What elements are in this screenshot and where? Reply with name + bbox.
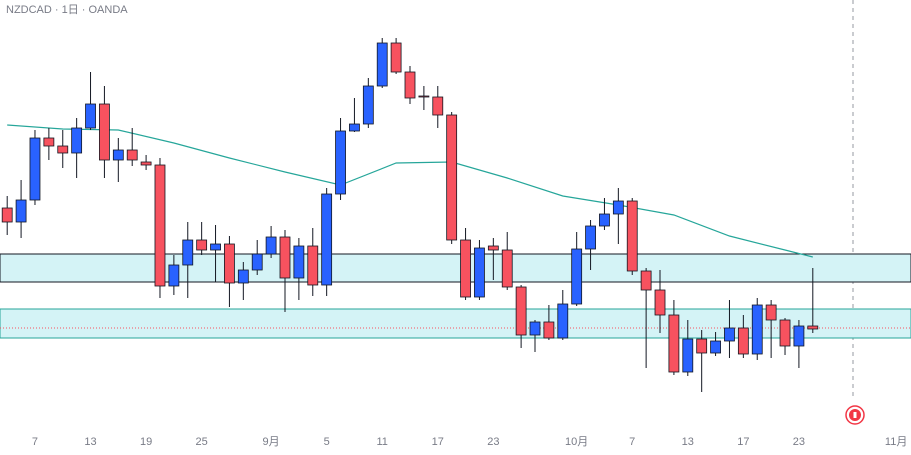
- x-tick-label: 10月: [565, 436, 588, 448]
- x-tick-label: 11月: [885, 436, 907, 448]
- candle-body: [724, 327, 735, 342]
- x-tick-label: 7: [629, 436, 635, 448]
- candle-body: [474, 247, 485, 298]
- candle-body: [751, 304, 763, 355]
- candle-body: [29, 137, 41, 201]
- chart-title: NZDCAD · 1日 · OANDA: [6, 4, 128, 16]
- x-tick-label: 25: [196, 436, 208, 448]
- candle-body: [85, 103, 96, 129]
- candle-body: [696, 338, 708, 354]
- candle-body: [390, 42, 402, 73]
- candle-body: [487, 245, 499, 251]
- candle-body: [404, 71, 416, 99]
- candle-body: [529, 321, 541, 336]
- candle-body: [460, 239, 471, 298]
- x-tick-label: 5: [324, 436, 330, 448]
- candle-body: [99, 103, 110, 161]
- x-tick-label: 11: [377, 436, 388, 448]
- candle-body: [196, 239, 208, 251]
- candle-body: [57, 145, 69, 154]
- candle-body: [432, 96, 444, 116]
- candle-body: [515, 286, 527, 336]
- candle-body: [626, 200, 638, 272]
- candle-body: [140, 161, 152, 166]
- candle-body: [682, 338, 694, 373]
- x-tick-label: 17: [432, 436, 444, 448]
- candle-body: [640, 270, 652, 291]
- candle-body: [571, 248, 583, 305]
- candle-body: [293, 245, 305, 279]
- x-tick-label: 23: [793, 436, 805, 448]
- candle-body: [376, 42, 388, 87]
- zone: [0, 253, 911, 283]
- flag-icon: [845, 405, 865, 425]
- candle-body: [654, 289, 666, 316]
- candle-body: [557, 303, 569, 339]
- candle-body: [362, 85, 374, 125]
- candle-body: [710, 340, 721, 354]
- moving-average: [7, 124, 813, 258]
- x-tick-label: 19: [140, 436, 152, 448]
- candle-body: [15, 199, 27, 223]
- candle-body: [612, 200, 624, 215]
- candle-body: [765, 304, 777, 321]
- candle-body: [585, 225, 596, 250]
- candle-body: [307, 245, 319, 286]
- candle-body: [43, 137, 55, 147]
- candle-body: [224, 243, 235, 284]
- candle-body: [182, 239, 194, 266]
- candle-body: [779, 319, 791, 347]
- candle-body: [418, 95, 430, 98]
- candle-body: [279, 236, 291, 279]
- candle-body: [210, 243, 221, 251]
- x-tick-label: 17: [737, 436, 749, 448]
- candle-body: [501, 249, 513, 288]
- candle-body: [599, 213, 610, 227]
- x-tick-label: 9月: [263, 436, 280, 448]
- candle-body: [543, 321, 555, 339]
- candle-body: [335, 130, 346, 195]
- candle-body: [154, 164, 166, 287]
- x-tick-label: 13: [84, 436, 96, 448]
- candle-body: [1, 207, 13, 223]
- candle-body: [71, 127, 83, 154]
- candle-body: [168, 264, 180, 287]
- x-tick-label: 23: [487, 436, 499, 448]
- candle-body: [112, 149, 124, 161]
- candle-body: [349, 123, 360, 132]
- candle-body: [126, 149, 138, 161]
- candle-body: [793, 325, 805, 347]
- candle-body: [251, 253, 263, 271]
- candle-body: [807, 325, 819, 330]
- candle-body: [321, 193, 333, 286]
- candle-body: [737, 327, 749, 355]
- candle-body: [668, 314, 680, 373]
- candle-body: [446, 114, 458, 241]
- candle-body: [237, 269, 249, 284]
- x-tick-label: 13: [682, 436, 694, 448]
- candle-body: [265, 236, 277, 255]
- x-tick-label: 7: [32, 436, 38, 448]
